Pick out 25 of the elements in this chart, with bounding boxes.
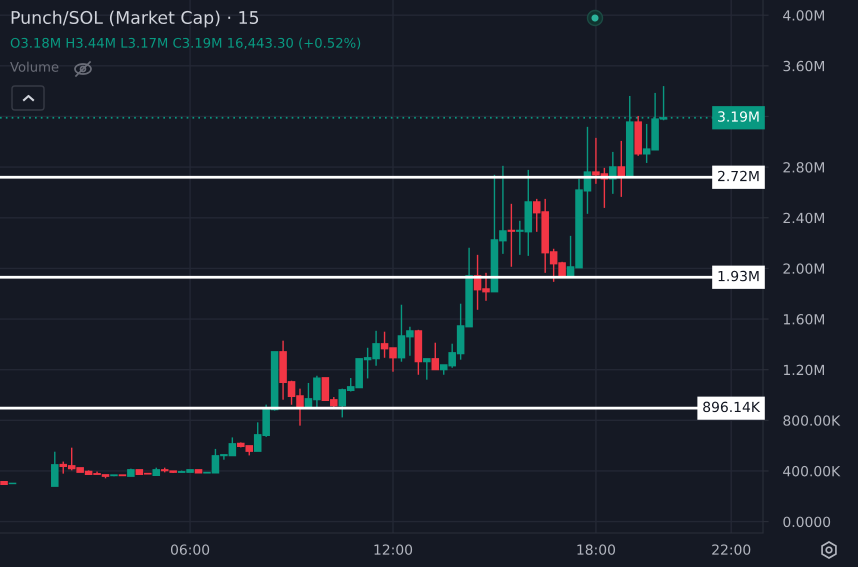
y-tick-label: 400.00K [783,466,840,476]
ref-line-label: 1.93M [718,270,759,282]
ref-line-label: 2.72M [718,170,759,182]
y-tick-label: 1.20M [784,364,824,376]
y-tick-label: 2.80M [783,162,824,173]
annotation: O3.18M H3.44M L3.17M C3.19M 16,443.30 (+0.52%) [10,38,360,50]
ref-line-label: 896.14K [703,402,760,412]
y-tick-label: 2.00M [783,263,824,274]
x-tick-label: 18:00 [577,544,616,555]
y-tick-label: 3.60M [784,60,824,72]
y-tick-label: 1.60M [784,314,824,325]
candlestick [423,358,431,380]
x-tick-label: 06:00 [170,544,210,555]
y-tick-label: 4.00M [783,10,824,21]
annotation: Volume [10,62,58,72]
candlestick [51,451,59,487]
candlestick [432,342,440,370]
text: Punch/SOL (Market Cap) · 15 [12,10,258,28]
ref-line-label: 3.19M [718,111,759,122]
y-tick-label: 2.40M [783,212,824,224]
x-tick-label: 22:00 [712,544,750,555]
x-tick-label: 12:00 [374,544,412,555]
y-tick-label: 0.0000 [783,516,830,528]
candlestick [508,203,516,268]
y-tick-label: 800.00K [783,415,840,426]
